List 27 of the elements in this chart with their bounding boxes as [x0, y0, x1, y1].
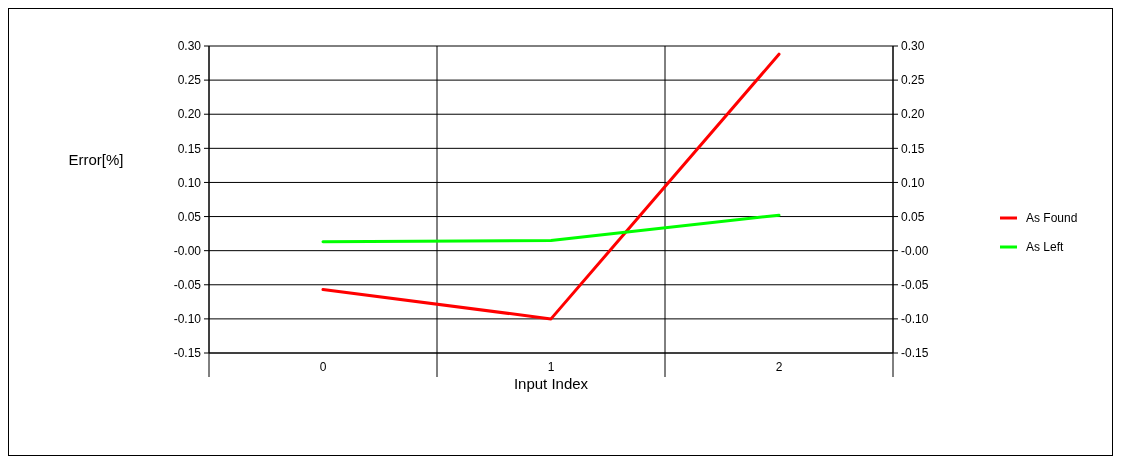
- y-tick-label: 0.30: [177, 39, 202, 54]
- y-tick-label: 0.25: [177, 73, 202, 88]
- y-tick-label: 0.10: [177, 175, 202, 190]
- y2-tick-label: 0.05: [901, 209, 925, 224]
- y-tick-label: 0.05: [177, 209, 202, 224]
- x-tick-label: 1: [547, 360, 555, 374]
- y2-tick-label: 0.30: [901, 39, 925, 54]
- y2-tick-label: 0.25: [901, 73, 925, 88]
- y-tick-label: 0.20: [177, 107, 202, 122]
- y-tick-label: -0.15: [173, 346, 202, 361]
- legend-label: As Found: [1026, 211, 1078, 226]
- x-tick-label: 2: [775, 360, 783, 374]
- y2-tick-label: -0.15: [901, 346, 929, 361]
- y2-tick-label: -0.05: [901, 277, 929, 292]
- y2-tick-label: -0.00: [901, 243, 929, 258]
- x-axis-title: Input Index: [513, 375, 589, 392]
- y-tick-label: -0.10: [173, 312, 202, 327]
- legend-label: As Left: [1026, 240, 1065, 255]
- y-tick-label: -0.05: [173, 277, 202, 292]
- y2-tick-label: 0.10: [901, 175, 925, 190]
- y-tick-label: -0.00: [173, 243, 202, 258]
- y-tick-label: 0.15: [177, 141, 202, 156]
- y2-tick-label: 0.15: [901, 141, 925, 156]
- y2-tick-label: -0.10: [901, 312, 929, 327]
- x-tick-label: 0: [319, 360, 327, 374]
- y-axis-title: Error[%]: [68, 151, 124, 168]
- y2-tick-label: 0.20: [901, 107, 925, 122]
